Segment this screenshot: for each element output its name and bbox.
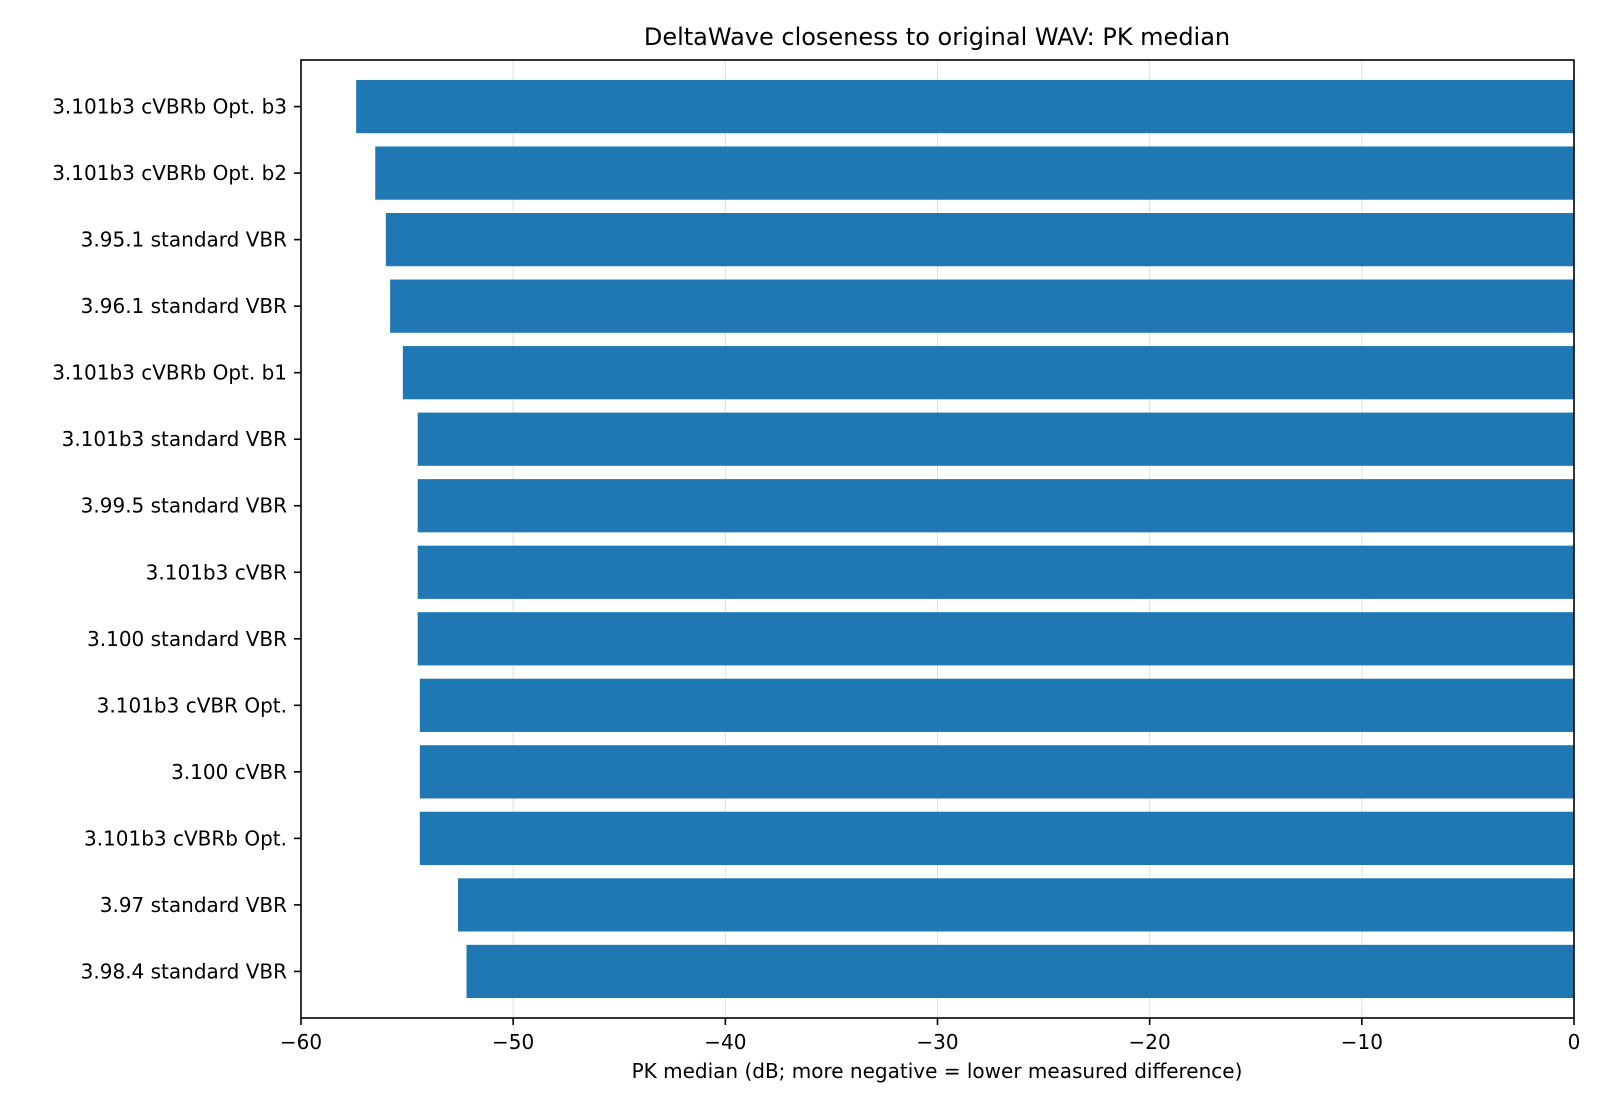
x-tick-label: −50	[492, 1030, 534, 1054]
bar	[419, 811, 1574, 865]
y-axis-ticks: 3.101b3 cVBRb Opt. b3 3.101b3 cVBRb Opt. …	[52, 95, 301, 983]
x-tick-label: −60	[280, 1030, 322, 1054]
y-tick-label: 3.101b3 cVBRb Opt. b3	[52, 95, 287, 119]
bar	[356, 79, 1574, 134]
bar	[419, 745, 1574, 799]
bar	[390, 279, 1574, 333]
grid-layer	[300, 60, 1575, 1018]
y-tick-label: 3.101b3 cVBRb Opt. b1	[52, 361, 287, 385]
bar	[417, 479, 1575, 533]
bar	[375, 146, 1575, 200]
y-tick-label: 3.101b3 cVBRb Opt.	[84, 826, 287, 850]
y-tick-label: 3.101b3 cVBR	[146, 560, 287, 584]
y-tick-label: 3.100 standard VBR	[87, 627, 287, 651]
x-tick-label: −30	[916, 1030, 958, 1054]
x-tick-label: −10	[1341, 1030, 1383, 1054]
x-axis-ticks: −60 −50 −40 −30 −20 −10 0	[280, 1018, 1580, 1054]
bars-layer	[356, 79, 1575, 999]
chart-title: DeltaWave closeness to original WAV: PK …	[644, 23, 1230, 51]
bar	[417, 612, 1575, 666]
y-tick-label: 3.96.1 standard VBR	[81, 294, 287, 318]
y-tick-label: 3.101b3 cVBRb Opt. b2	[52, 161, 287, 185]
bar	[385, 213, 1574, 267]
bar	[417, 412, 1575, 466]
x-axis-label: PK median (dB; more negative = lower mea…	[632, 1059, 1243, 1083]
bar	[402, 346, 1575, 400]
bar	[417, 545, 1575, 599]
y-tick-label: 3.98.4 standard VBR	[81, 959, 287, 983]
x-tick-label: 0	[1568, 1030, 1581, 1054]
x-tick-label: −40	[704, 1030, 746, 1054]
y-tick-label: 3.95.1 standard VBR	[81, 228, 287, 252]
bar	[466, 944, 1574, 999]
bar	[419, 678, 1574, 732]
bar	[458, 878, 1575, 932]
y-tick-label: 3.100 cVBR	[171, 760, 287, 784]
y-tick-label: 3.101b3 cVBR Opt.	[97, 693, 287, 717]
y-tick-label: 3.99.5 standard VBR	[81, 494, 287, 518]
x-tick-label: −20	[1129, 1030, 1171, 1054]
y-tick-label: 3.101b3 standard VBR	[62, 427, 288, 451]
y-tick-label: 3.97 standard VBR	[100, 893, 287, 917]
